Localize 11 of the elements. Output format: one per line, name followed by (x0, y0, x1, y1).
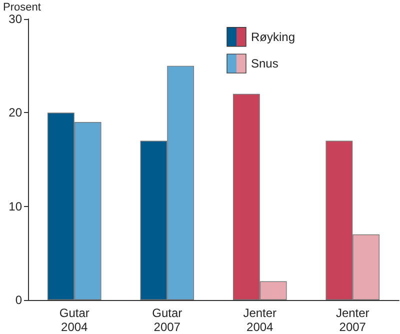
x-tick-label: Gutar 2004 (59, 306, 90, 334)
x-tick-label: Gutar 2007 (152, 306, 182, 334)
x-tick-label: Jenter 2007 (336, 306, 370, 334)
y-tick-label: 20 (8, 106, 22, 120)
y-tick-label: 0 (15, 293, 22, 307)
y-axis-title: Prosent (3, 2, 41, 14)
x-tick-label: Jenter 2004 (243, 306, 277, 334)
y-tick-label: 10 (8, 199, 22, 214)
legend-label: Røyking (250, 30, 296, 44)
legend-label: Snus (250, 56, 278, 71)
y-tick-label: 30 (8, 12, 22, 26)
